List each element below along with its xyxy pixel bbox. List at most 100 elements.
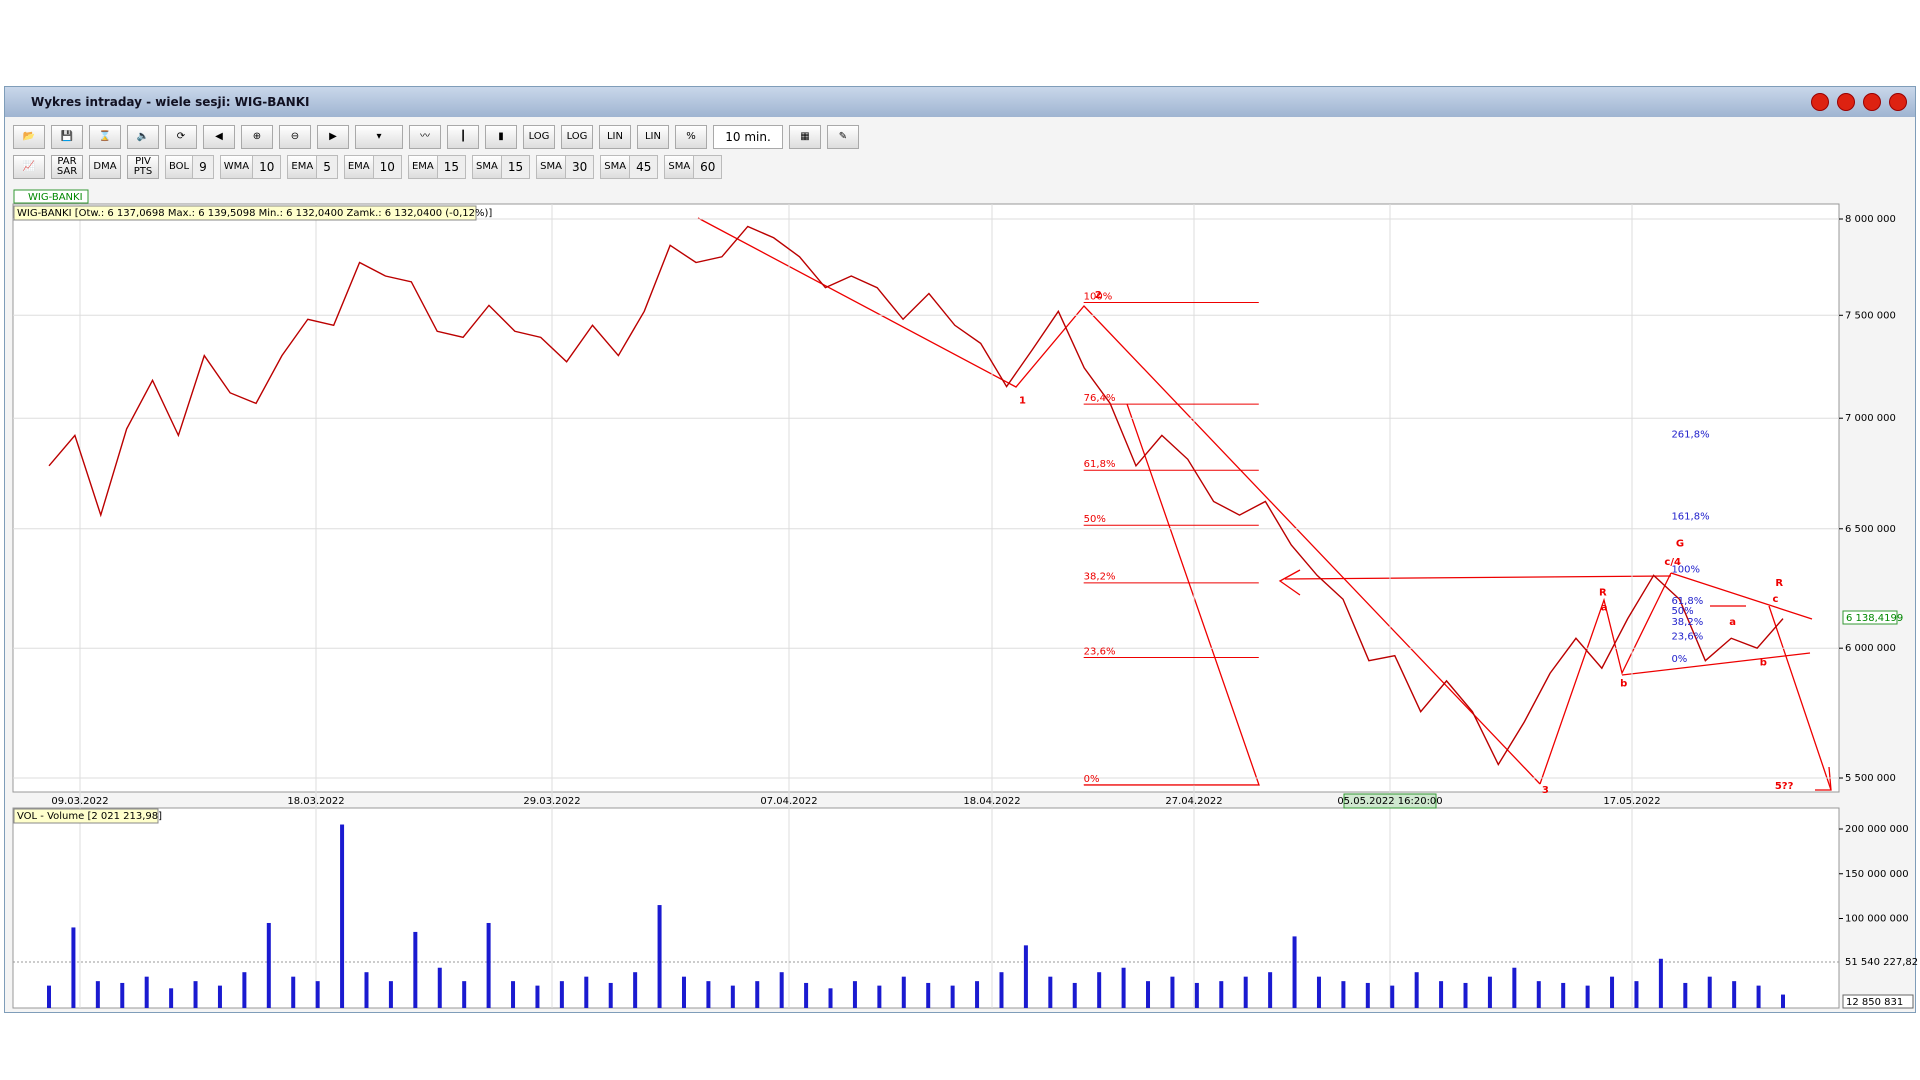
wave-label: 2 [1095,290,1102,301]
volume-bar [47,985,51,1008]
average-control[interactable]: SMA 15 [472,155,531,179]
chart-icon[interactable]: 📈 [13,155,45,179]
average-control[interactable]: EMA 15 [407,155,467,179]
chart-header: WIG-BANKI [Otw.: 6 137,0698 Max.: 6 139,… [17,208,492,219]
volume-bar [559,981,564,1008]
right-button[interactable]: ▶ [317,125,349,149]
maximize-button[interactable] [1863,93,1881,111]
wave-label: R [1599,588,1607,599]
average-period: 15 [507,160,524,174]
average-control[interactable]: EMA 5 [287,155,338,179]
price-plot [12,203,1840,793]
volume-bar [486,922,491,1008]
y-tick-label: 8 000 000 [1845,214,1896,225]
close-button[interactable] [1889,93,1907,111]
volume-bar [1512,967,1517,1008]
refresh-button[interactable]: ⟳ [165,125,197,149]
settings-button[interactable] [1811,93,1829,111]
volume-bar [1341,981,1346,1008]
fib-label: 23,6% [1084,646,1116,657]
indicator-button[interactable]: PAR SAR [51,155,83,179]
open-button[interactable]: 📂 [13,125,45,149]
volume-bar [828,988,833,1008]
wave-label: c/4 [1664,557,1681,568]
volume-marker: 51 540 227,82 [1845,957,1918,968]
volume-bar [1561,982,1566,1008]
average-period: 15 [443,160,460,174]
average-name: SMA [665,156,695,178]
average-control[interactable]: WMA 10 [219,155,282,179]
log2-button[interactable]: LOG [561,125,593,149]
x-tick-label: 17.05.2022 [1603,796,1660,807]
volume-bar [1194,982,1199,1008]
volume-bar [681,976,686,1008]
volume-bar [511,981,516,1008]
average-name: BOL [166,156,194,178]
volume-bar [1487,976,1492,1008]
volume-bar [1023,945,1028,1008]
left-button[interactable]: ◀ [203,125,235,149]
volume-bar [1365,982,1370,1008]
average-period: 60 [700,160,716,174]
log-button[interactable]: LOG [523,125,555,149]
volume-bar [169,988,174,1008]
volume-bar [535,985,540,1008]
zoom-out-button[interactable]: ⊖ [279,125,311,149]
zoom-in-button[interactable]: ⊕ [241,125,273,149]
hourglass-button[interactable]: ⌛ [89,125,121,149]
volume-marker: 12 850 831 [1846,997,1903,1008]
y-tick-label: 6 000 000 [1845,643,1896,654]
average-control[interactable]: SMA 30 [536,155,595,179]
average-control[interactable]: EMA 10 [343,155,402,179]
interval-dropdown[interactable]: 10 min. [713,125,783,149]
lin2-button[interactable]: LIN [637,125,669,149]
candle-chart-button[interactable]: ▮ [485,125,517,149]
range-dropdown[interactable]: ▾ [355,125,403,149]
volume-bar [1463,982,1468,1008]
palette-button[interactable]: ▦ [789,125,821,149]
indicator-button[interactable]: DMA [89,155,121,179]
average-control[interactable]: BOL 9 [165,155,214,179]
indicator-button[interactable]: PIV PTS [127,155,159,179]
volume-bar [730,985,735,1008]
wave-label: G [1676,539,1684,550]
volume-bar [950,985,955,1008]
line-chart-button[interactable]: 〰 [409,125,441,149]
wave-label: 3 [1542,785,1549,796]
volume-bar [1268,972,1273,1008]
volume-bar [1219,981,1224,1008]
fib-label-blue: 50% [1671,606,1693,617]
bar-chart-button[interactable]: ┃ [447,125,479,149]
average-period: 5 [323,160,331,174]
save-button[interactable]: 💾 [51,125,83,149]
volume-bar [1439,981,1444,1008]
y-tick-label: 100 000 000 [1845,914,1909,925]
sound-button[interactable]: 🔈 [127,125,159,149]
average-control[interactable]: SMA 45 [600,155,659,179]
volume-bar [999,972,1004,1008]
average-name: EMA [408,156,438,178]
last-price: 6 138,4199 [1846,613,1903,624]
fib-label-blue: 261,8% [1671,430,1709,441]
volume-bar [242,972,247,1008]
volume-bar [1732,981,1737,1008]
volume-bar [95,981,100,1008]
average-control[interactable]: SMA 60 [664,155,723,179]
edit-button[interactable]: ✎ [827,125,859,149]
fib-label-blue: 100% [1671,564,1700,575]
pct-button[interactable]: % [675,125,707,149]
lin-button[interactable]: LIN [599,125,631,149]
volume-bar [462,981,467,1008]
volume-bar [1146,981,1151,1008]
volume-bar [779,972,784,1008]
fib-label-blue: 23,6% [1671,632,1703,643]
fib-label: 61,8% [1084,459,1116,470]
volume-bar [852,981,857,1008]
minimize-button[interactable] [1837,93,1855,111]
fib-label-blue: 38,2% [1671,617,1703,628]
volume-bar [291,976,296,1008]
volume-bar [1683,982,1688,1008]
average-period: 30 [571,160,588,174]
wave-label: b [1760,657,1767,668]
